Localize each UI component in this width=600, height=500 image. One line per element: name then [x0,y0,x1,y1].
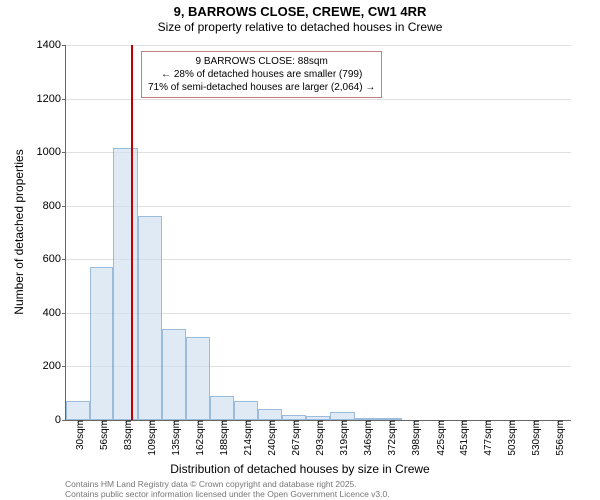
y-tick-label: 800 [43,200,66,212]
attribution-text: Contains HM Land Registry data © Crown c… [65,479,390,499]
x-tick-label: 477sqm [481,420,494,456]
x-tick-label: 162sqm [193,420,206,456]
y-tick-label: 1200 [37,93,66,105]
x-tick-label: 56sqm [97,420,110,450]
histogram-bar [138,216,162,420]
chart-title-block: 9, BARROWS CLOSE, CREWE, CW1 4RR Size of… [0,0,600,34]
gridline [66,206,571,207]
y-tick-label: 600 [43,253,66,265]
x-tick-label: 503sqm [505,420,518,456]
histogram-bar [330,412,355,420]
title-line-1: 9, BARROWS CLOSE, CREWE, CW1 4RR [0,4,600,19]
y-tick-label: 200 [43,360,66,372]
x-tick-label: 30sqm [73,420,86,450]
x-tick-label: 556sqm [553,420,566,456]
x-tick-label: 530sqm [529,420,542,456]
histogram-bar [66,401,90,420]
histogram-bar [162,329,186,420]
y-tick-label: 400 [43,307,66,319]
x-tick-label: 188sqm [217,420,230,456]
annotation-line-2: 71% of semi-detached houses are larger (… [148,81,375,94]
x-tick-label: 267sqm [289,420,302,456]
x-tick-label: 293sqm [313,420,326,456]
histogram-bar [186,337,211,420]
gridline [66,152,571,153]
y-tick-label: 1400 [37,39,66,51]
histogram-bar [258,409,282,420]
x-tick-label: 319sqm [337,420,350,456]
x-tick-label: 425sqm [434,420,447,456]
histogram-bar [90,267,114,420]
y-tick-label: 1000 [37,146,66,158]
x-tick-label: 83sqm [121,420,134,450]
x-tick-label: 109sqm [145,420,158,456]
histogram-bar [210,396,234,420]
histogram-bar [234,401,258,420]
x-tick-label: 240sqm [265,420,278,456]
attribution-line-2: Contains public sector information licen… [65,489,390,499]
attribution-line-1: Contains HM Land Registry data © Crown c… [65,479,390,489]
annotation-title: 9 BARROWS CLOSE: 88sqm [148,55,375,68]
x-tick-label: 451sqm [457,420,470,456]
gridline [66,99,571,100]
histogram-chart: 020040060080010001200140030sqm56sqm83sqm… [65,45,571,421]
x-axis-label: Distribution of detached houses by size … [0,462,600,476]
y-tick-label: 0 [55,414,66,426]
reference-line [131,45,133,420]
annotation-line-1: ← 28% of detached houses are smaller (79… [148,68,375,81]
x-tick-label: 372sqm [385,420,398,456]
x-tick-label: 135sqm [169,420,182,456]
x-tick-label: 214sqm [241,420,254,456]
title-line-2: Size of property relative to detached ho… [0,20,600,34]
annotation-box: 9 BARROWS CLOSE: 88sqm← 28% of detached … [141,51,382,98]
x-tick-label: 346sqm [361,420,374,456]
gridline [66,45,571,46]
x-tick-label: 398sqm [409,420,422,456]
histogram-bar [113,148,138,420]
